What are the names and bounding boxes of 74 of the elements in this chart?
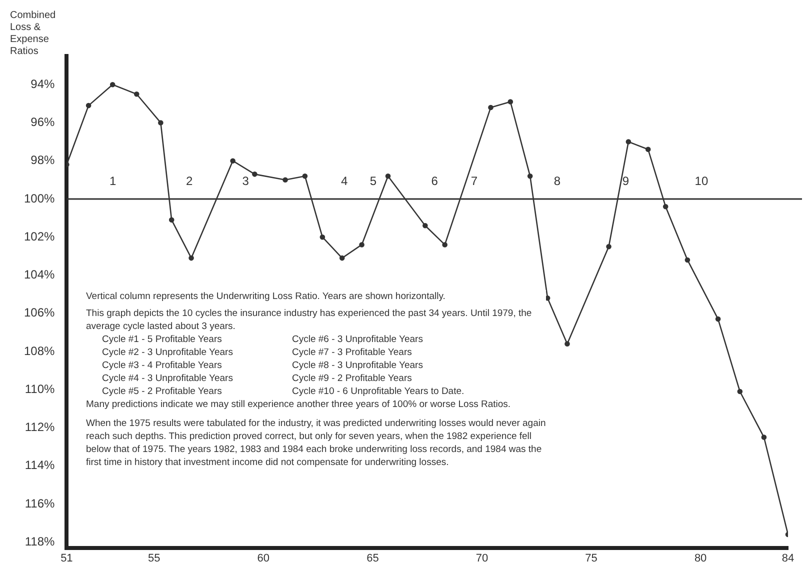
point: [761, 434, 767, 440]
y-tick-label: 110%: [24, 382, 56, 396]
y-tick-label: 100%: [24, 191, 56, 206]
point: [339, 255, 345, 261]
x-tick-label: 70: [476, 552, 488, 564]
point: [158, 120, 164, 126]
point: [359, 242, 364, 248]
point: [488, 104, 494, 110]
y-tick-label: 106%: [24, 306, 56, 320]
point: [645, 146, 651, 152]
annotation: Cycle #6 - 3 Unprofitable Years: [292, 333, 424, 346]
point: [134, 91, 140, 97]
annotation: This graph depicts the 10 cycles the insurance industry has experienced the past 34 years. Until 1979, the average cycle lasted about 3 years.: [86, 307, 533, 333]
y-tick-label: 116%: [24, 496, 56, 510]
annotation: Cycle #7 - 3 Profitable Years: [292, 346, 413, 359]
y-tick-label: 96%: [30, 115, 56, 130]
point: [662, 204, 668, 210]
x-tick-label: 75: [585, 552, 598, 564]
annotation: 8: [554, 174, 561, 188]
x-tick-label: 55: [148, 552, 160, 564]
y-tick-label: 112%: [24, 420, 56, 434]
annotation: Many predictions indicate we may still experience another three years of 100% or worse Loss Ratios.: [86, 398, 512, 411]
point: [282, 177, 288, 183]
annotation: Cycle #1 - 5 Profitable Years: [102, 333, 223, 346]
point: [527, 173, 533, 179]
y-tick-label: 114%: [24, 458, 56, 472]
point: [564, 341, 570, 346]
y-tick-label: 104%: [24, 268, 56, 282]
x-tick-label: 65: [366, 552, 379, 564]
x-tick-label: 84: [782, 552, 794, 564]
annotation: 7: [470, 174, 478, 188]
annotation: 10: [694, 174, 708, 188]
x-tick-label: 60: [257, 552, 270, 564]
point: [188, 255, 194, 261]
point: [110, 82, 116, 88]
annotation: 6: [431, 174, 438, 188]
point: [86, 102, 92, 108]
point: [385, 173, 391, 179]
y-tick-label: 94%: [30, 76, 56, 91]
x-tick-label: 51: [60, 552, 73, 564]
point: [320, 234, 326, 240]
annotation: Cycle #10 - 6 Unprofitable Years to Date.: [292, 385, 464, 398]
point: [737, 388, 743, 394]
point: [715, 316, 721, 322]
annotation: 3: [242, 174, 250, 188]
y-axis-title: Combined Loss & Expense Ratios: [10, 10, 56, 57]
annotation: Cycle #2 - 3 Unprofitable Years: [102, 346, 234, 359]
point: [684, 257, 690, 263]
annotation: Cycle #8 - 3 Unprofitable Years: [292, 359, 424, 372]
point: [442, 242, 448, 248]
point: [252, 172, 258, 177]
annotation: 4: [341, 174, 348, 188]
x-tick-label: 80: [694, 552, 707, 564]
annotation: When the 1975 results were tabulated for the industry, it was predicted underwriting losses would never again reach such depths. This prediction proved correct, but only for seven years, when the 1982 experience fell below that of 1975. The years 1982, 1983 and 1984 each broke underwriting loss records, and 1984 was the first time in history that investment income did not compensate for underwriting losses.: [86, 417, 546, 469]
y-tick-label: 118%: [24, 534, 56, 548]
annotation: Cycle #9 - 2 Profitable Years: [292, 372, 413, 385]
annotation: 1: [110, 174, 117, 188]
y-tick-label: 98%: [30, 153, 56, 168]
annotation: Cycle #4 - 3 Unprofitable Years: [102, 372, 234, 385]
point: [168, 217, 174, 223]
y-tick-label: 102%: [24, 229, 56, 244]
point: [422, 223, 428, 228]
point: [230, 158, 236, 164]
y-tick-label: 108%: [24, 344, 56, 358]
point: [606, 244, 612, 250]
annotation: 2: [186, 174, 193, 188]
point: [508, 99, 514, 104]
annotation: Cycle #3 - 4 Profitable Years: [102, 359, 223, 372]
point: [626, 139, 632, 144]
annotation: 9: [622, 174, 630, 188]
annotation: Cycle #5 - 2 Profitable Years: [102, 385, 223, 398]
point: [302, 173, 308, 179]
annotation: 5: [370, 174, 377, 188]
annotation: Vertical column represents the Underwriting Loss Ratio. Years are shown horizontally.: [86, 290, 446, 303]
